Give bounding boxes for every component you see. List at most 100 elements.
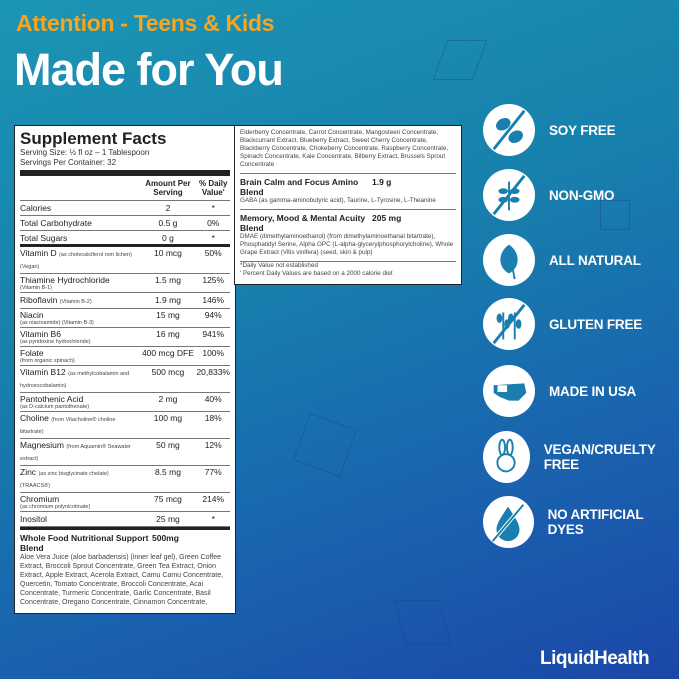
daily-value: 146% [196,292,230,309]
soy-free-icon [483,104,535,156]
facts-table: Amount Per Serving % Daily Value' Calori… [20,176,230,527]
nutrient-note: (as D-calcium pantothenate) [20,404,90,410]
nutrient-note: (from Vitacholine® choline bitartrate) [20,417,116,435]
table-row: Inositol 25 mg * [20,511,230,527]
col-dv: % Daily Value' [196,176,230,201]
nutrient-note: (as zinc bisglycinate chelate) (TRAACS®) [20,471,109,489]
daily-value: * [196,200,230,216]
amount: 2 mg [139,392,197,412]
table-row: Chromium (as chromium polynicotinate) 75 … [20,492,230,512]
badge-label: SOY FREE [549,122,616,138]
daily-value: 125% [196,273,230,293]
blend-row: Whole Food Nutritional Support Blend 500… [20,533,179,553]
nutrient-note: (Vitamin B-2) [59,299,92,305]
daily-value: 12% [196,438,230,466]
badge-label: MADE IN USA [549,383,637,399]
nutrient-name: Folate [20,348,44,358]
servings-per-container: Servings Per Container: 32 [20,158,117,167]
badge-label: ALL NATURAL [549,252,641,268]
table-row: Riboflavin (Vitamin B-2) 1.9 mg 146% [20,292,230,309]
daily-value: 94% [196,308,230,328]
table-row: Choline (from Vitacholine® choline bitar… [20,411,230,439]
col-amount: Amount Per Serving [139,176,197,201]
amount: 1.5 mg [139,273,197,293]
amount: 75 mcg [139,492,197,512]
nutrient-name: Choline [20,413,49,423]
badge-label: NON-GMO [549,187,615,203]
badge-no-artificial-dyes: NO ARTIFICIAL DYES [483,496,679,548]
supplement-facts-continued: Elderberry Concentrate, Carrot Concentra… [234,125,462,285]
table-row: Vitamin B12 (as methylcobalamin and hydr… [20,365,230,393]
amount: 500 mcg [139,365,197,393]
divider [20,170,230,176]
blend-ingredients: Aloe Vera Juice (aloe barbadensis) (inne… [20,554,224,606]
table-row: Total Carbohydrate 0.5 g 0% [20,215,230,231]
liquidhealth-logo: LiquidHealth [540,648,650,669]
table-row: Pantothenic Acid (as D-calcium pantothena… [20,392,230,412]
nutrient-name: Riboflavin [20,295,58,305]
badge-all-natural: ALL NATURAL [483,234,641,286]
daily-value: * [196,511,230,527]
nutrient-name: Pantothenic Acid [20,394,84,404]
nutrient-name: Zinc [20,467,37,477]
badge-gluten-free: GLUTEN FREE [483,298,642,350]
nutrient-name: Total Sugars [20,233,68,243]
amount: 100 mg [139,411,197,439]
daily-value: * [196,230,230,247]
amount: 16 mg [139,327,197,347]
nutrient-name: Vitamin B6 [20,329,61,339]
decorative-cube [393,600,452,645]
amount: 10 mcg [139,245,197,274]
daily-value: 18% [196,411,230,439]
badge-label: NO ARTIFICIAL DYES [547,507,644,537]
table-row: Thiamine Hydrochloride (Vitamin B-1) 1.5 … [20,273,230,293]
nutrient-note: (as niacinamide) (Vitamin B-3) [20,320,94,326]
badge-vegan-cruelty-free: VEGAN/CRUELTY FREE [483,431,679,483]
non-gmo-icon [483,169,535,221]
blend-ingredients: GABA (as gamma-aminobutyric acid), Tauri… [240,197,436,204]
no-dye-drop-icon [483,496,534,548]
table-row: Vitamin B6 (as pyridoxine hydrochloride) … [20,327,230,347]
table-row: Magnesium (from Aquamin® Seawater extrac… [20,438,230,466]
daily-value: 941% [196,327,230,347]
blend-row: Brain Calm and Focus Amino Blend 1.9 g [240,177,392,197]
nutrient-name: Inositol [20,514,47,524]
nutrient-name: Niacin [20,310,44,320]
amount: 1.9 mg [139,292,197,309]
bunny-icon [483,431,530,483]
amount: 50 mg [139,438,197,466]
table-row: Calories 2 * [20,200,230,216]
badge-made-in-usa: MADE IN USA [483,365,636,417]
daily-value: 77% [196,465,230,493]
nutrient-name: Chromium [20,494,60,504]
nutrient-name: Thiamine Hydrochloride [20,275,110,285]
badge-label: VEGAN/CRUELTY FREE [543,442,656,472]
nutrient-name: Calories [20,203,52,213]
nutrient-name: Magnesium [20,440,64,450]
table-row: Niacin (as niacinamide) (Vitamin B-3) 15 … [20,308,230,328]
nutrient-note: (from Aquamin® Seawater extract) [20,444,131,462]
amount: 0.5 g [139,215,197,231]
daily-value: 50% [196,245,230,274]
decorative-cube [600,200,630,230]
badge-label: GLUTEN FREE [549,316,643,332]
divider [20,527,230,530]
blend-row: Memory, Mood & Mental Acuity Blend 205 m… [240,213,402,233]
nutrient-name: Vitamin D [20,248,57,258]
amount: 2 [139,200,197,216]
nutrient-name: Total Carbohydrate [20,218,92,228]
nutrient-note: (as cholecalciferol rom lichen) (Vegan) [20,252,132,270]
daily-value: 40% [196,392,230,412]
table-row: Vitamin D (as cholecalciferol rom lichen… [20,245,230,274]
usa-map-icon [483,365,535,417]
facts-title: Supplement Facts [20,129,167,148]
subtitle: Attention - Teens & Kids [16,10,275,36]
gluten-free-icon [483,298,535,350]
table-row: Total Sugars 0 g * [20,230,230,247]
decorative-cube [432,40,488,80]
supplement-facts-panel: Supplement Facts Serving Size: ½ fl oz –… [14,125,236,614]
nutrient-note: (as pyridoxine hydrochloride) [20,339,91,345]
amount: 8.5 mg [139,465,197,493]
daily-value: 0% [196,215,230,231]
decorative-cube [292,412,358,478]
